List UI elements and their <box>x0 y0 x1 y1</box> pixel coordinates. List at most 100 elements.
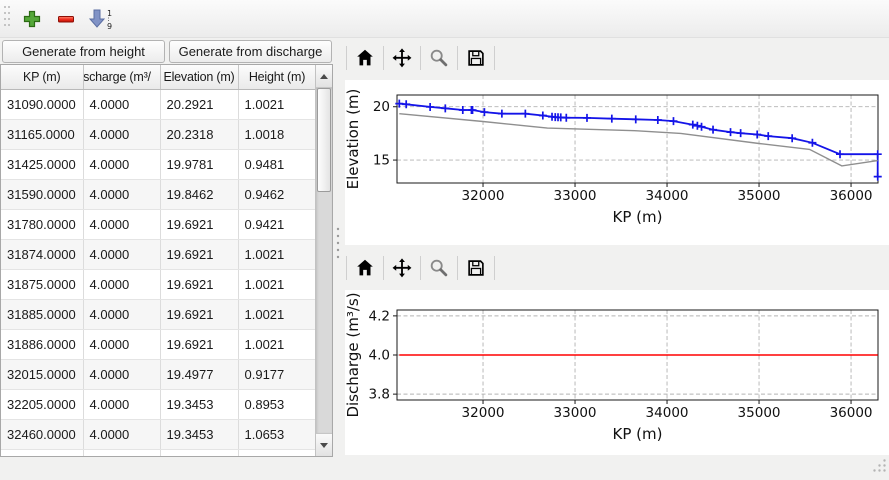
table-cell[interactable] <box>83 449 161 456</box>
table-cell[interactable]: 31874.0000 <box>1 239 84 270</box>
table-cell[interactable]: 1.0021 <box>238 329 317 360</box>
table-cell[interactable]: 0.9481 <box>238 149 317 180</box>
table-cell[interactable]: 32460.0000 <box>1 419 84 450</box>
toolbar-drag-handle[interactable] <box>3 4 11 33</box>
table-row: 31875.0000 4.0000 19.6921 1.0021 <box>1 269 317 300</box>
pan-button[interactable] <box>386 254 418 282</box>
scrollbar-up-button[interactable] <box>316 65 332 88</box>
table-row: 31874.0000 4.0000 19.6921 1.0021 <box>1 239 317 270</box>
table-cell[interactable]: 19.3453 <box>160 419 239 450</box>
remove-row-button[interactable] <box>52 5 80 33</box>
svg-text:Elevation (m): Elevation (m) <box>345 89 362 190</box>
table-header-row: KP (m) ischarge (m³/Elevation (m) Height (… <box>1 65 317 90</box>
pan-button[interactable] <box>386 44 418 72</box>
home-button[interactable] <box>349 44 381 72</box>
table-cell[interactable]: 31425.0000 <box>1 149 84 180</box>
table-cell[interactable]: 4.0000 <box>83 149 161 180</box>
svg-text:35000: 35000 <box>738 188 781 204</box>
table-cell[interactable]: 0.8953 <box>238 389 317 420</box>
table-cell[interactable] <box>238 449 317 456</box>
table-cell[interactable]: 4.0000 <box>83 299 161 330</box>
column-header-0[interactable]: KP (m) <box>1 65 84 90</box>
table-scrollbar[interactable] <box>315 65 332 456</box>
column-header-3[interactable]: Height (m) <box>238 65 317 90</box>
table-cell[interactable]: 19.6921 <box>160 239 239 270</box>
table-cell[interactable] <box>160 449 239 456</box>
table-cell[interactable]: 31590.0000 <box>1 179 84 210</box>
table-cell[interactable]: 19.6921 <box>160 299 239 330</box>
table-cell[interactable]: 20.2318 <box>160 119 239 150</box>
table-cell[interactable]: 1.0021 <box>238 89 317 120</box>
table-cell[interactable]: 31165.0000 <box>1 119 84 150</box>
table-cell[interactable]: 19.8462 <box>160 179 239 210</box>
scrollbar-thumb[interactable] <box>317 88 331 192</box>
zoom-button[interactable] <box>423 254 455 282</box>
table-cell[interactable]: 31780.0000 <box>1 209 84 240</box>
table-cell[interactable]: 4.0000 <box>83 419 161 450</box>
zoom-button[interactable] <box>423 44 455 72</box>
svg-text:Discharge (m³/s): Discharge (m³/s) <box>345 292 362 417</box>
table-cell[interactable]: 1.0021 <box>238 239 317 270</box>
table-cell[interactable]: 4.0000 <box>83 329 161 360</box>
svg-text:15: 15 <box>373 153 390 169</box>
window-resize-grip[interactable] <box>872 458 887 478</box>
panel-splitter[interactable] <box>333 38 343 480</box>
table-cell[interactable]: 4.0000 <box>83 209 161 240</box>
table-cell[interactable]: 4.0000 <box>83 89 161 120</box>
table-cell[interactable]: 19.6921 <box>160 209 239 240</box>
table-cell[interactable]: 1.0021 <box>238 299 317 330</box>
toolbar-separator <box>494 46 495 70</box>
table-cell[interactable]: 19.3453 <box>160 389 239 420</box>
table-cell[interactable]: 31885.0000 <box>1 299 84 330</box>
add-icon <box>23 10 41 27</box>
svg-text:4.2: 4.2 <box>369 308 390 324</box>
table-cell[interactable]: 0.9462 <box>238 179 317 210</box>
table-cell[interactable]: 4.0000 <box>83 179 161 210</box>
table-cell[interactable]: 31090.0000 <box>1 89 84 120</box>
svg-text:33000: 33000 <box>554 405 597 421</box>
toolbar-separator <box>457 46 458 70</box>
table-cell[interactable]: 19.9781 <box>160 149 239 180</box>
table-cell[interactable]: 31875.0000 <box>1 269 84 300</box>
generate-from-discharge-button[interactable]: Generate from discharge <box>169 40 332 63</box>
scrollbar-down-button[interactable] <box>316 433 332 456</box>
table-cell[interactable]: 1.0653 <box>238 419 317 450</box>
table-cell[interactable]: 1.0018 <box>238 119 317 150</box>
table-cell[interactable]: 0.9177 <box>238 359 317 390</box>
generate-from-height-button[interactable]: Generate from height <box>2 40 165 63</box>
splitter-handle-icon <box>336 227 340 259</box>
table-cell[interactable]: 19.6921 <box>160 329 239 360</box>
svg-text:4.0: 4.0 <box>369 348 390 364</box>
toolbar-separator <box>346 46 347 70</box>
table-cell[interactable]: 4.0000 <box>83 119 161 150</box>
table-cell[interactable]: 4.0000 <box>83 359 161 390</box>
table-cell[interactable]: 31886.0000 <box>1 329 84 360</box>
table-cell[interactable]: 19.6921 <box>160 269 239 300</box>
table-cell[interactable]: 0.9421 <box>238 209 317 240</box>
toolbar-separator <box>457 256 458 280</box>
table-cell[interactable]: 32205.0000 <box>1 389 84 420</box>
table-cell[interactable]: 32015.0000 <box>1 359 84 390</box>
table-cell[interactable] <box>1 449 84 456</box>
add-row-button[interactable] <box>18 5 46 33</box>
discharge-plot-toolbar <box>344 253 497 283</box>
table-cell[interactable]: 1.0021 <box>238 269 317 300</box>
table-cell[interactable]: 4.0000 <box>83 239 161 270</box>
save-button[interactable] <box>460 44 492 72</box>
svg-text:36000: 36000 <box>830 405 873 421</box>
table-cell[interactable]: 19.4977 <box>160 359 239 390</box>
table-row: 31425.0000 4.0000 19.9781 0.9481 <box>1 149 317 180</box>
down-arrow-icon <box>320 442 328 448</box>
svg-text:1: 1 <box>107 9 112 18</box>
column-header-2[interactable]: Elevation (m) <box>160 65 239 90</box>
home-button[interactable] <box>349 254 381 282</box>
save-icon <box>468 260 484 276</box>
column-header-1[interactable]: ischarge (m³/ <box>83 65 161 90</box>
save-button[interactable] <box>460 254 492 282</box>
sort-rows-button[interactable]: 1 9 <box>86 5 114 33</box>
table-cell[interactable]: 4.0000 <box>83 389 161 420</box>
table-cell[interactable]: 4.0000 <box>83 269 161 300</box>
up-arrow-icon <box>320 73 328 79</box>
home-icon <box>357 49 373 66</box>
table-cell[interactable]: 20.2921 <box>160 89 239 120</box>
